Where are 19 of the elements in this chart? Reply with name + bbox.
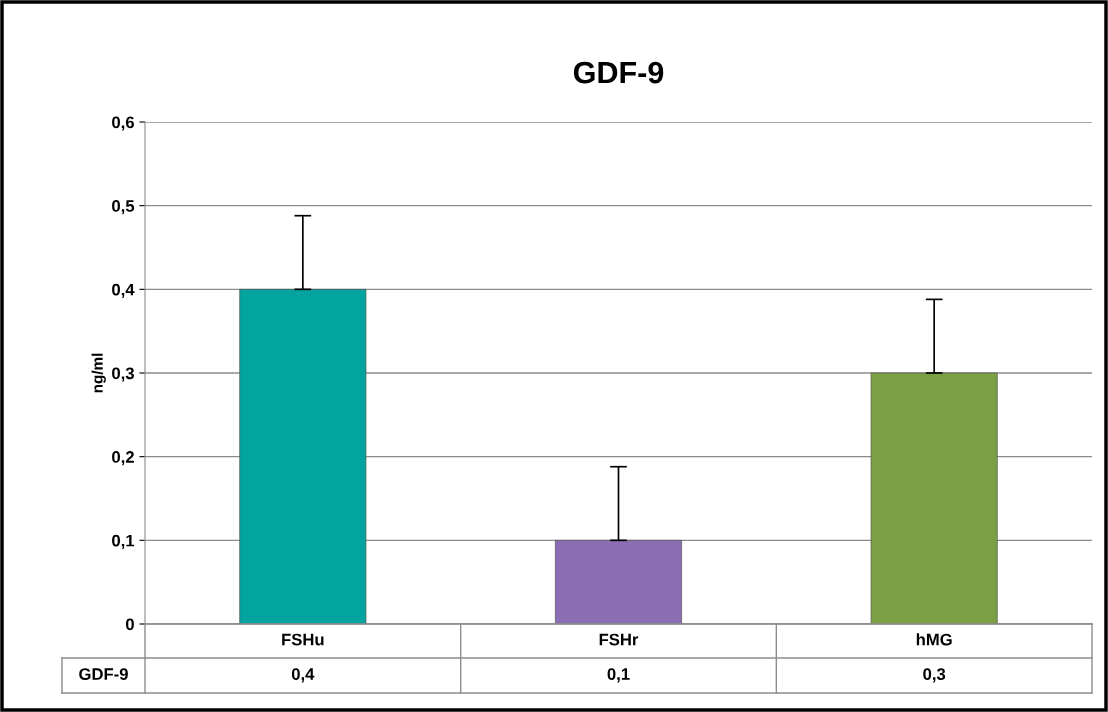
y-tick-label: 0,6 xyxy=(112,116,134,131)
chart-title: GDF-9 xyxy=(573,61,664,84)
x-tick-label: hMG xyxy=(916,633,952,646)
y-axis-title: ng/ml xyxy=(91,353,106,393)
x-tick-label: FSHu xyxy=(282,633,324,646)
bar xyxy=(555,539,682,624)
y-tick-label: 0,4 xyxy=(112,283,135,298)
y-tick-label: 0,1 xyxy=(112,534,135,549)
data-label: 0,1 xyxy=(607,668,630,683)
y-tick-label: 0,5 xyxy=(112,200,135,215)
x-tick-label: FSHr xyxy=(599,633,639,646)
y-tick-label: 0,2 xyxy=(112,451,134,466)
y-tick-label: 0,3 xyxy=(112,367,134,382)
bar xyxy=(239,288,367,624)
y-tick-label: 0 xyxy=(125,618,134,631)
data-label: 0,4 xyxy=(291,668,315,683)
bar xyxy=(870,372,998,624)
text: GDF-9 xyxy=(79,668,128,680)
data-label: 0,3 xyxy=(923,668,946,683)
